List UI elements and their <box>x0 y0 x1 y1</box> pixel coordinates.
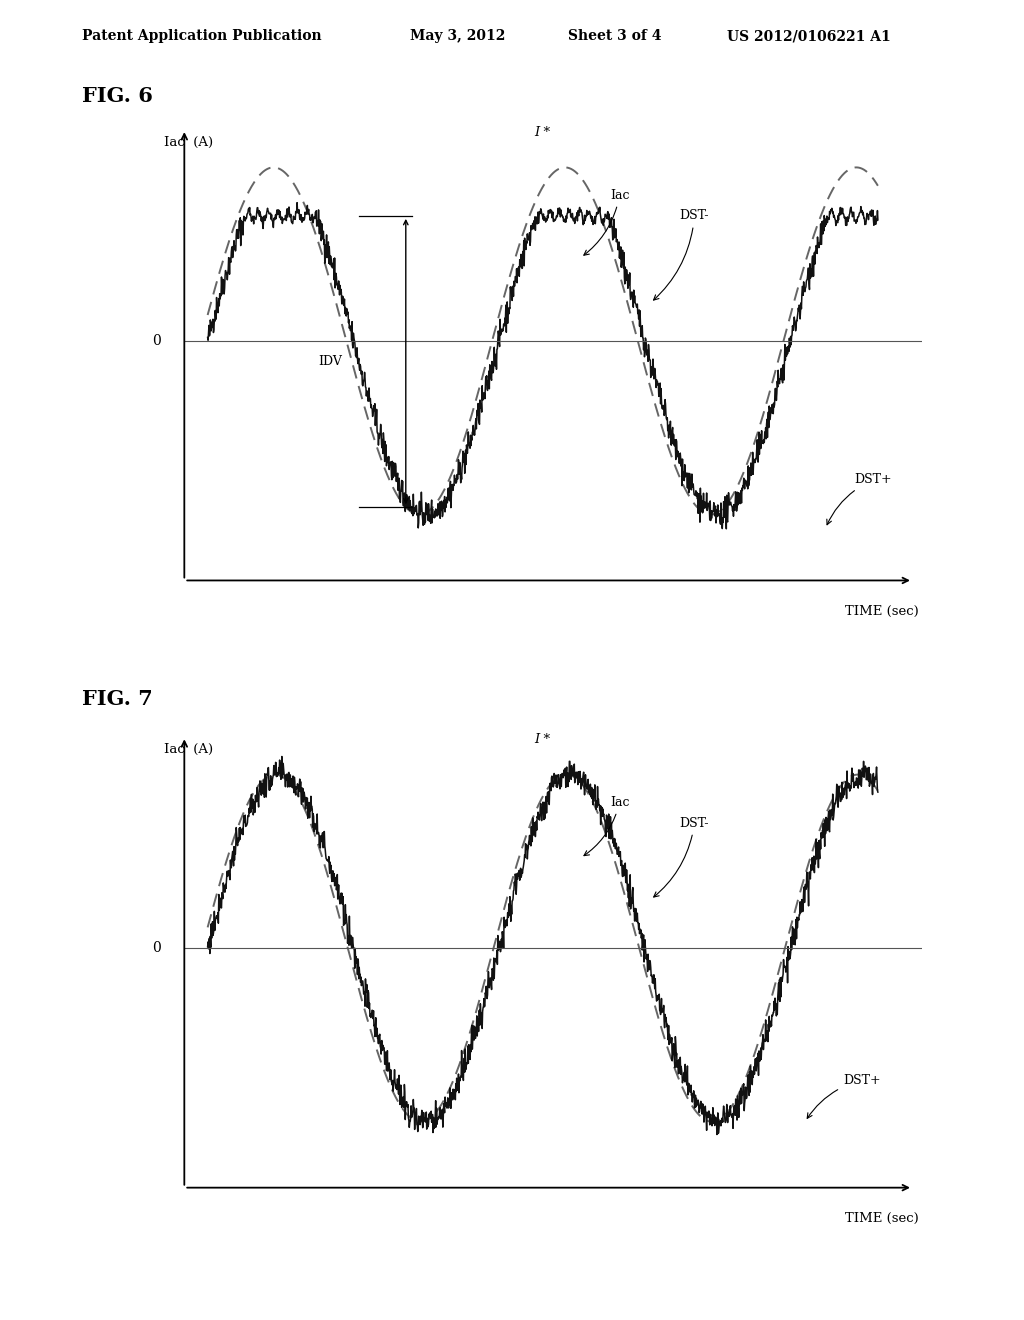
Text: DST+: DST+ <box>826 474 892 525</box>
Text: I *: I * <box>535 127 550 139</box>
Text: Sheet 3 of 4: Sheet 3 of 4 <box>568 29 662 44</box>
Text: Patent Application Publication: Patent Application Publication <box>82 29 322 44</box>
Text: FIG. 7: FIG. 7 <box>82 689 153 709</box>
Text: IDV: IDV <box>317 355 342 368</box>
Text: 0: 0 <box>153 334 161 348</box>
Text: Iac  (A): Iac (A) <box>164 743 213 756</box>
Text: DST-: DST- <box>653 210 710 300</box>
Text: FIG. 6: FIG. 6 <box>82 86 153 106</box>
Text: TIME (sec): TIME (sec) <box>845 1212 919 1225</box>
Text: Iac: Iac <box>584 189 630 255</box>
Text: 0: 0 <box>153 941 161 956</box>
Text: Iac  (A): Iac (A) <box>164 136 213 149</box>
Text: DST+: DST+ <box>807 1073 881 1118</box>
Text: May 3, 2012: May 3, 2012 <box>410 29 505 44</box>
Text: Iac: Iac <box>584 796 630 855</box>
Text: DST-: DST- <box>653 817 710 898</box>
Text: TIME (sec): TIME (sec) <box>845 605 919 618</box>
Text: US 2012/0106221 A1: US 2012/0106221 A1 <box>727 29 891 44</box>
Text: I *: I * <box>535 734 550 746</box>
